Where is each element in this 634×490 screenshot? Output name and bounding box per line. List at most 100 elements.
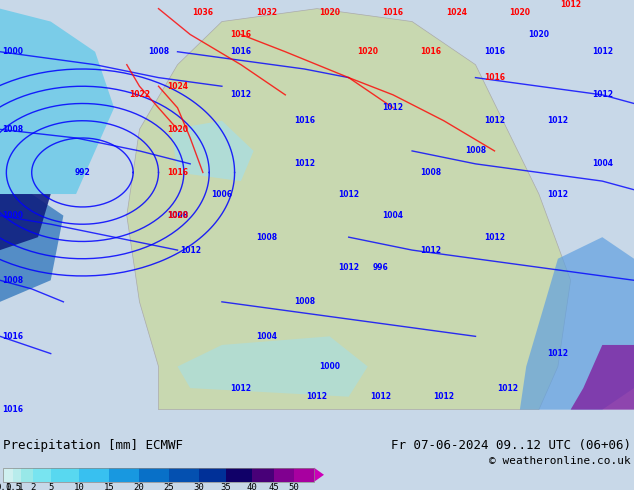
Text: 992: 992 — [75, 168, 90, 177]
Text: 40: 40 — [247, 483, 257, 490]
Bar — [3, 467, 314, 482]
Text: 45: 45 — [269, 483, 280, 490]
Text: 1012: 1012 — [230, 384, 252, 392]
Text: 1012: 1012 — [294, 159, 315, 169]
Text: © weatheronline.co.uk: © weatheronline.co.uk — [489, 456, 631, 466]
Polygon shape — [571, 345, 634, 410]
Text: 1012: 1012 — [560, 0, 581, 9]
Text: 1008: 1008 — [465, 147, 486, 155]
Text: 0.1: 0.1 — [0, 483, 11, 490]
Text: 2: 2 — [30, 483, 36, 490]
Text: 1016: 1016 — [484, 73, 505, 82]
Polygon shape — [127, 9, 571, 410]
Text: 1032: 1032 — [256, 8, 277, 18]
Text: 1004: 1004 — [382, 211, 404, 220]
Text: Precipitation [mm] ECMWF: Precipitation [mm] ECMWF — [3, 440, 183, 452]
Text: Fr 07-06-2024 09..12 UTC (06+06): Fr 07-06-2024 09..12 UTC (06+06) — [391, 440, 631, 452]
Text: 1006: 1006 — [211, 190, 233, 198]
Text: 1016: 1016 — [382, 8, 404, 18]
Text: 1012: 1012 — [338, 263, 359, 272]
Text: 1012: 1012 — [484, 116, 505, 125]
Text: 35: 35 — [221, 483, 231, 490]
Text: 1012: 1012 — [433, 392, 455, 401]
Text: 1016: 1016 — [2, 405, 23, 414]
Text: 1012: 1012 — [420, 245, 442, 255]
Bar — [3, 467, 13, 482]
Text: 1008: 1008 — [294, 297, 315, 306]
Text: 1012: 1012 — [179, 245, 201, 255]
Text: 1012: 1012 — [547, 190, 569, 198]
Text: 996: 996 — [373, 263, 388, 272]
Text: 1020: 1020 — [167, 211, 188, 220]
Text: 1016: 1016 — [294, 116, 315, 125]
Text: 5: 5 — [48, 483, 54, 490]
Text: 10: 10 — [74, 483, 84, 490]
Text: 1020: 1020 — [319, 8, 340, 18]
Polygon shape — [0, 194, 63, 302]
Text: 1: 1 — [18, 483, 23, 490]
Bar — [79, 467, 109, 482]
Text: 50: 50 — [288, 483, 299, 490]
Bar — [51, 467, 79, 482]
Text: 1012: 1012 — [230, 90, 252, 99]
Text: 1008: 1008 — [148, 47, 169, 56]
Text: 1016: 1016 — [167, 168, 188, 177]
Text: 30: 30 — [193, 483, 204, 490]
Bar — [294, 467, 314, 482]
Polygon shape — [0, 194, 51, 250]
Text: 1020: 1020 — [357, 47, 378, 56]
Text: 1024: 1024 — [167, 82, 188, 91]
Text: 1000: 1000 — [2, 211, 23, 220]
Polygon shape — [0, 9, 114, 194]
Text: 1036: 1036 — [192, 8, 214, 18]
Bar — [169, 467, 199, 482]
Text: 25: 25 — [164, 483, 174, 490]
Text: 20: 20 — [134, 483, 145, 490]
Polygon shape — [520, 237, 634, 410]
Text: 1012: 1012 — [370, 392, 391, 401]
Text: 1016: 1016 — [420, 47, 442, 56]
Text: 1012: 1012 — [338, 190, 359, 198]
Polygon shape — [178, 336, 368, 397]
Bar — [199, 467, 226, 482]
Text: 1012: 1012 — [592, 90, 613, 99]
Bar — [33, 467, 51, 482]
Bar — [109, 467, 139, 482]
Text: 1008: 1008 — [2, 125, 23, 134]
Text: 1004: 1004 — [256, 332, 277, 341]
Text: 1012: 1012 — [306, 392, 328, 401]
Text: 1020: 1020 — [509, 8, 531, 18]
Text: 1016: 1016 — [230, 30, 252, 39]
Bar — [226, 467, 252, 482]
Text: 1012: 1012 — [547, 116, 569, 125]
Text: 1012: 1012 — [592, 47, 613, 56]
Bar — [252, 467, 274, 482]
Text: 1008: 1008 — [2, 276, 23, 285]
Polygon shape — [0, 0, 634, 431]
Text: 15: 15 — [103, 483, 114, 490]
Bar — [274, 467, 294, 482]
Text: 1016: 1016 — [2, 332, 23, 341]
Bar — [21, 467, 33, 482]
Text: 1022: 1022 — [129, 90, 150, 99]
Text: 1008: 1008 — [256, 233, 277, 242]
Text: 1020: 1020 — [528, 30, 550, 39]
Text: 1004: 1004 — [592, 159, 613, 169]
Bar — [139, 467, 169, 482]
Text: 1012: 1012 — [382, 103, 404, 112]
Text: 1016: 1016 — [484, 47, 505, 56]
Text: 1000: 1000 — [319, 362, 340, 371]
Text: 1008: 1008 — [167, 211, 188, 220]
Text: 1016: 1016 — [230, 47, 252, 56]
Bar — [13, 467, 21, 482]
Polygon shape — [171, 121, 254, 181]
Text: 0.5: 0.5 — [5, 483, 21, 490]
Text: 1012: 1012 — [496, 384, 518, 392]
Text: 1024: 1024 — [446, 8, 467, 18]
Text: 1020: 1020 — [167, 125, 188, 134]
Text: 1008: 1008 — [420, 168, 442, 177]
Text: 1012: 1012 — [484, 233, 505, 242]
Text: 1000: 1000 — [2, 47, 23, 56]
Text: 1012: 1012 — [547, 349, 569, 358]
FancyArrow shape — [314, 467, 324, 482]
